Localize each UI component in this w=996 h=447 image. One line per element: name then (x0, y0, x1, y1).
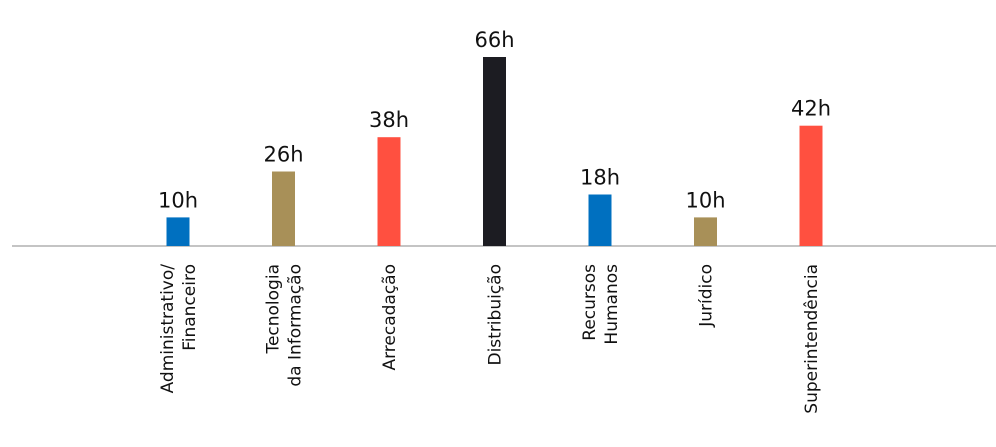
bar-0 (166, 217, 190, 246)
bar-6 (799, 125, 823, 246)
category-label-1-line-1: da Informação (286, 264, 306, 387)
category-label-4: Recursos Humanos (580, 264, 622, 345)
bar-5 (694, 217, 717, 246)
category-label-3: Distribuição (486, 264, 506, 366)
category-label-4-line-0: Recursos (580, 264, 600, 341)
category-label-1: Tecnologia da Informação (264, 264, 306, 387)
category-label-6-line-0: Superintendência (802, 264, 822, 414)
category-label-6: Superintendência (802, 264, 822, 414)
category-label-0-line-1: Financeiro (180, 264, 200, 351)
category-label-1-line-0: Tecnologia (264, 264, 284, 355)
category-label-0-line-0: Administrativo/ (158, 264, 178, 394)
bar-3 (483, 57, 506, 246)
category-label-4-line-1: Humanos (602, 264, 622, 345)
value-label-3: 66h (474, 28, 514, 52)
value-label-2: 38h (369, 108, 409, 132)
bar-1 (272, 171, 295, 246)
category-label-2: Arrecadação (380, 264, 400, 371)
value-label-5: 10h (685, 188, 725, 212)
category-label-5: Jurídico (697, 264, 717, 328)
category-label-0: Administrativo/Financeiro (158, 264, 200, 394)
category-label-3-line-0: Distribuição (486, 264, 506, 366)
category-label-5-line-0: Jurídico (697, 264, 717, 328)
category-label-2-line-0: Arrecadação (380, 264, 400, 371)
value-label-6: 42h (791, 97, 831, 121)
bar-2 (377, 137, 401, 246)
value-label-1: 26h (263, 143, 303, 167)
bar-4 (588, 194, 612, 246)
value-label-0: 10h (158, 188, 198, 212)
value-label-4: 18h (580, 166, 620, 190)
